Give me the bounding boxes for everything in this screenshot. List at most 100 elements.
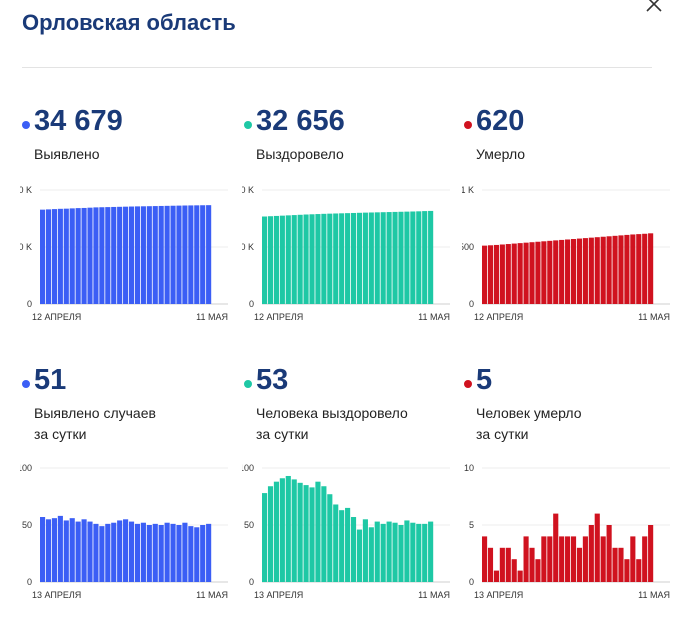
header-divider [22, 67, 652, 68]
bar [81, 519, 87, 582]
x-tick-label: 12 АПРЕЛЯ [254, 312, 303, 322]
bar [380, 212, 386, 304]
bar [327, 494, 333, 582]
bar [87, 207, 93, 304]
bar [182, 205, 188, 304]
bar [493, 244, 499, 304]
bar [51, 209, 57, 304]
bar [636, 559, 642, 582]
close-icon[interactable] [644, 0, 664, 14]
bar [345, 507, 351, 582]
panel-recovered-total: 32 656 Выздоровело 40 K 20 K 012 АПРЕЛЯ 11 … [242, 104, 452, 322]
bar [134, 523, 141, 582]
y-tick-label: 500 [462, 242, 474, 252]
bar [105, 523, 111, 582]
stat-label: Человека выздоровело за сутки [256, 405, 408, 442]
bar [99, 526, 105, 582]
bar [410, 211, 416, 304]
bar [321, 486, 327, 582]
y-tick-label: 40 K [242, 185, 254, 195]
bar [206, 205, 212, 304]
bar [612, 235, 618, 304]
bar [511, 243, 517, 304]
bar [582, 238, 588, 304]
bar [535, 559, 541, 582]
stat-value: 34 679 [34, 105, 123, 137]
bar [541, 241, 547, 304]
bar [279, 215, 285, 304]
bar [200, 525, 206, 582]
bar [570, 239, 577, 304]
stat-label: Выявлено [34, 146, 100, 162]
x-tick-label: 11 МАЯ [638, 590, 670, 600]
bar [111, 206, 117, 304]
bar [547, 240, 553, 304]
bar [648, 233, 654, 304]
y-tick-label: 0 [27, 577, 32, 587]
bar [40, 209, 46, 304]
stat-label: Человек умерло за сутки [476, 405, 582, 442]
bar [618, 235, 624, 304]
bar [303, 485, 309, 582]
bar [505, 244, 511, 304]
bar [339, 510, 345, 582]
y-tick-label: 0 [249, 299, 254, 309]
panel-died-daily: 5 Человек умерло за сутки 10 5 0 13 АПРЕЛЯ 1… [462, 363, 672, 600]
y-tick-label: 20 K [20, 242, 32, 252]
bar [117, 206, 123, 304]
bar [576, 238, 583, 304]
bar [642, 233, 648, 304]
bar [482, 245, 488, 304]
bar [374, 521, 380, 582]
bar [194, 205, 200, 304]
bar [404, 211, 410, 304]
bar [75, 208, 81, 304]
bar [285, 215, 291, 304]
bar [404, 520, 410, 582]
bar [618, 547, 624, 582]
bar [75, 521, 81, 582]
bar [333, 213, 339, 304]
bar [487, 547, 494, 582]
bar [392, 522, 398, 582]
bar [368, 527, 374, 582]
bar [206, 523, 212, 582]
bar [612, 547, 618, 582]
bar [565, 536, 571, 582]
bar [188, 205, 194, 304]
panel-detected-total: 34 679 Выявлено 40 K 20 K 012 АПРЕЛЯ 11 МАЯ [20, 104, 230, 322]
bar [45, 209, 52, 304]
bar [529, 547, 535, 582]
bar [523, 536, 529, 582]
bar [428, 521, 434, 582]
bar [279, 478, 285, 582]
bar [386, 212, 392, 304]
y-tick-label: 0 [469, 299, 474, 309]
bar [128, 206, 135, 304]
legend-dot [244, 121, 252, 129]
page-title: Орловская область [22, 10, 236, 35]
bar [553, 513, 559, 582]
bar [368, 212, 374, 304]
bar-chart: 10 5 013 АПРЕЛЯ 11 МАЯ [464, 463, 670, 600]
stat-label: Выздоровело [256, 146, 344, 162]
bar [182, 522, 188, 582]
legend-dot [244, 380, 252, 388]
bar [194, 527, 200, 582]
y-tick-label: 20 K [242, 242, 254, 252]
bar [69, 208, 75, 304]
bar [140, 206, 146, 304]
bar [392, 211, 398, 304]
bar [350, 517, 357, 582]
y-tick-label: 5 [469, 520, 474, 530]
legend-dot [464, 380, 472, 388]
bar [164, 522, 170, 582]
bar [499, 244, 505, 304]
y-tick-label: 100 [20, 463, 32, 473]
bar [559, 536, 565, 582]
bar [600, 236, 606, 304]
bar [624, 559, 630, 582]
bar [170, 523, 176, 582]
bar [428, 210, 434, 304]
bar [547, 536, 553, 582]
